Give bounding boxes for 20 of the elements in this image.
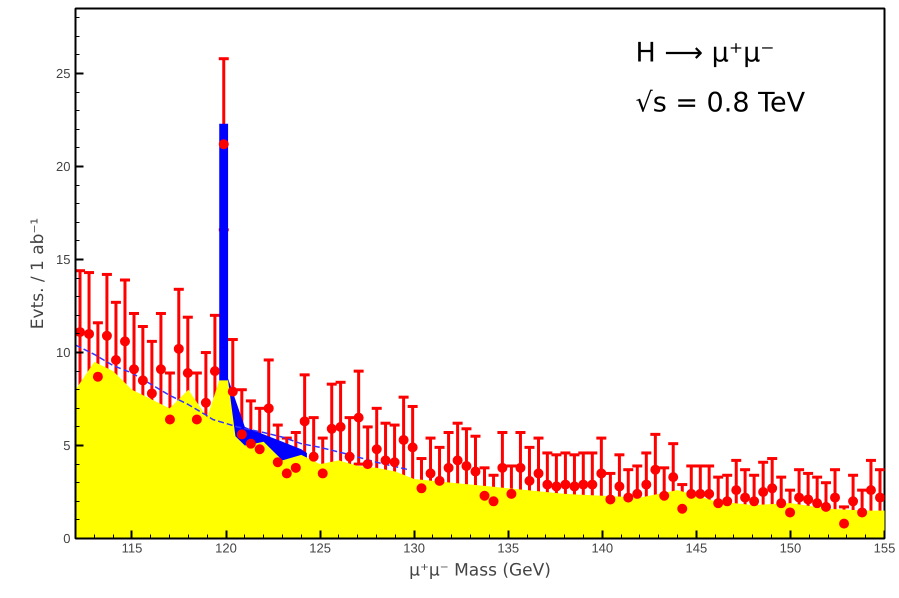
x-tick-label: 145 — [686, 540, 708, 556]
x-axis-title: μ⁺μ⁻ Mass (GeV) — [409, 560, 551, 580]
annotation: H ⟶ μ⁺μ⁻ — [636, 38, 775, 68]
x-tick-label: 150 — [780, 540, 802, 556]
y-tick-label: 15 — [56, 252, 71, 268]
y-tick-label: 0 — [63, 531, 71, 546]
y-axis-title: Evts. / 1 ab⁻¹ — [28, 218, 48, 330]
x-tick-label: 125 — [309, 540, 331, 556]
x-tick-label: 120 — [215, 540, 237, 556]
annotation: √s = 0.8 TeV — [636, 88, 806, 118]
y-tick-label: 20 — [56, 159, 71, 174]
x-tick-label: 135 — [497, 540, 520, 556]
x-tick-label: 130 — [403, 540, 426, 556]
x-tick-label: 155 — [874, 540, 896, 556]
line-series — [76, 344, 410, 470]
x-tick-label: 115 — [122, 540, 142, 556]
y-tick-label: 25 — [56, 66, 71, 82]
y-tick-label: 5 — [63, 438, 71, 454]
x-tick-label: 140 — [591, 540, 614, 556]
y-tick-label: 10 — [56, 345, 71, 360]
